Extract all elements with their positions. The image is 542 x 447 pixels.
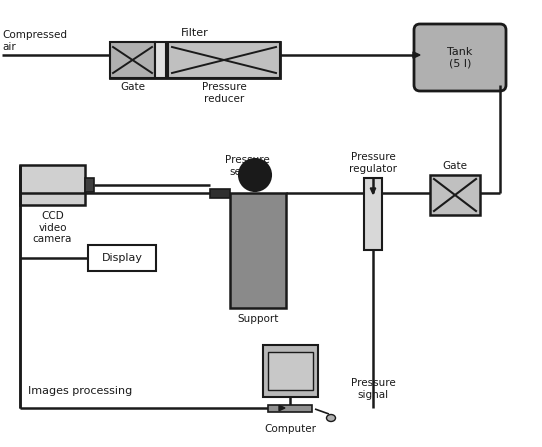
Text: Pressure
regulator: Pressure regulator xyxy=(349,152,397,174)
Text: Tank
(5 l): Tank (5 l) xyxy=(447,46,473,68)
Bar xyxy=(430,175,480,215)
Bar xyxy=(268,405,312,412)
Bar xyxy=(110,42,280,78)
Text: Display: Display xyxy=(101,253,143,263)
Bar xyxy=(168,42,280,78)
Text: Pressure
sensor: Pressure sensor xyxy=(224,155,269,177)
Text: Gate: Gate xyxy=(120,82,145,92)
Bar xyxy=(110,42,155,78)
Text: Compressed
air: Compressed air xyxy=(2,30,67,52)
Bar xyxy=(210,189,230,198)
Ellipse shape xyxy=(326,414,335,422)
Text: CCD
video
camera: CCD video camera xyxy=(33,211,72,244)
FancyBboxPatch shape xyxy=(414,24,506,91)
Bar xyxy=(263,345,318,397)
Bar xyxy=(364,178,382,250)
Polygon shape xyxy=(279,405,285,411)
Text: Computer: Computer xyxy=(264,424,316,434)
Text: Gate: Gate xyxy=(442,161,468,171)
Bar xyxy=(155,42,166,78)
Text: Pressure
signal: Pressure signal xyxy=(351,379,395,400)
Bar xyxy=(85,178,94,192)
Polygon shape xyxy=(370,188,376,194)
Circle shape xyxy=(239,159,271,191)
Bar xyxy=(20,165,85,205)
Text: Pressure
reducer: Pressure reducer xyxy=(202,82,247,104)
Text: Support: Support xyxy=(237,314,279,324)
Bar xyxy=(230,193,286,308)
Polygon shape xyxy=(413,52,420,58)
Bar xyxy=(268,352,313,390)
Bar xyxy=(88,245,156,271)
Text: Filter: Filter xyxy=(181,28,209,38)
Text: Images processing: Images processing xyxy=(28,386,132,396)
